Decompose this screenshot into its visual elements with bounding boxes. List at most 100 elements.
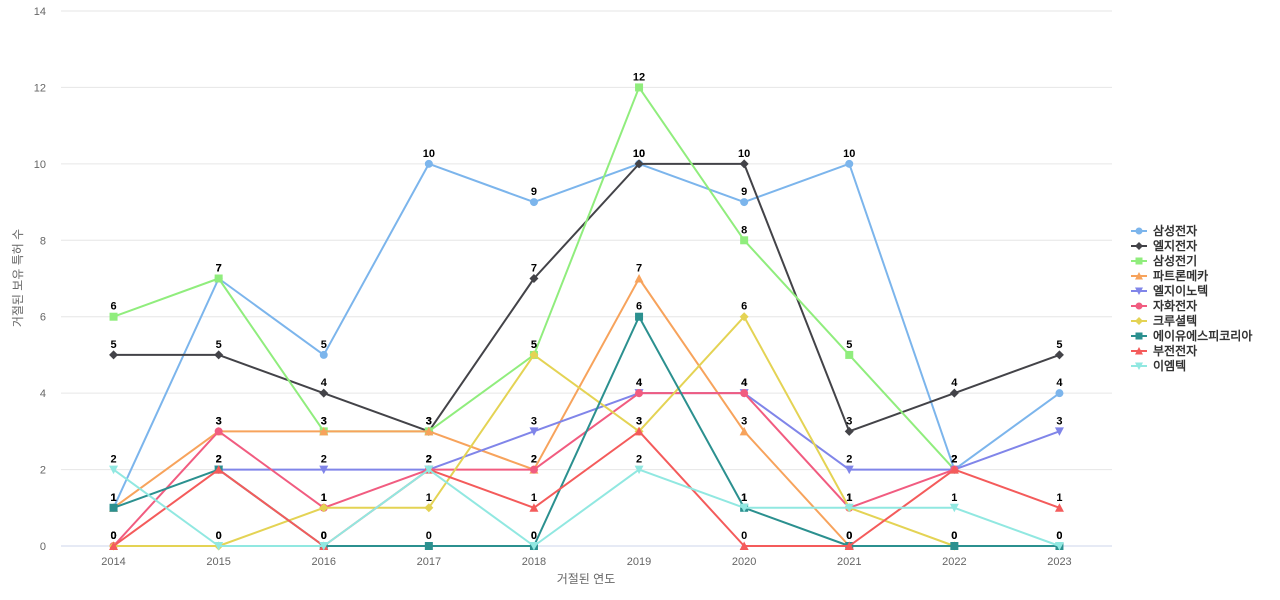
series-9-line: [112, 430, 1060, 547]
data-label: 10: [633, 148, 645, 160]
data-label: 0: [110, 530, 116, 542]
series-6-point: [214, 427, 223, 436]
series-5-point: [319, 465, 329, 475]
series-9-point: [739, 541, 749, 550]
series-6-point: [740, 389, 749, 398]
series-9-point: [214, 465, 224, 474]
series-1-point: [319, 350, 328, 359]
data-label: 2: [636, 454, 642, 466]
data-label: 3: [216, 415, 222, 427]
data-label: 1: [951, 492, 957, 504]
series-9-point: [529, 503, 539, 512]
legend-marker: [1135, 302, 1143, 310]
data-label: 3: [636, 415, 642, 427]
legend-item[interactable]: 자화전자: [1131, 298, 1197, 313]
data-label: 5: [1056, 339, 1062, 351]
series-3-point: [214, 274, 223, 283]
data-label: 0: [110, 530, 116, 542]
legend-label: 크루셜텍: [1153, 313, 1197, 328]
series-3-point: [740, 236, 749, 245]
series-2-point: [319, 388, 329, 398]
data-label: 0: [321, 530, 327, 542]
legend: 삼성전자엘지전자삼성전기파트론메카엘지이노텍자화전자크루셜텍에이유에스피코리아부…: [1131, 223, 1252, 373]
series-10-point: [529, 542, 539, 551]
data-label: 4: [636, 377, 643, 389]
y-tick-label: 12: [34, 82, 46, 94]
data-label: 0: [321, 530, 327, 542]
data-label: 7: [636, 263, 642, 275]
data-label: 3: [636, 415, 642, 427]
data-label: 12: [633, 71, 645, 83]
data-label: 2: [951, 454, 957, 466]
series-1-point: [424, 159, 433, 168]
data-label: 7: [216, 263, 222, 275]
legend-item[interactable]: 삼성전기: [1131, 253, 1197, 268]
data-label: 2: [531, 454, 537, 466]
series-9-point: [844, 541, 854, 550]
legend-marker: [1135, 362, 1143, 370]
legend-item[interactable]: 부전전자: [1131, 343, 1197, 358]
series-8-point: [950, 542, 959, 550]
data-label: 8: [741, 224, 747, 236]
series-10-line: [112, 468, 1060, 547]
series-1-point: [740, 198, 749, 207]
data-label: 2: [846, 454, 852, 466]
y-tick-label: 8: [40, 235, 46, 247]
legend-label: 부전전자: [1153, 343, 1197, 358]
data-label: 0: [741, 530, 747, 542]
data-label: 2: [951, 454, 957, 466]
series-1-point: [845, 159, 854, 168]
legend-item[interactable]: 이엠텍: [1131, 358, 1186, 373]
data-label: 5: [531, 339, 537, 351]
legend-marker: [1135, 317, 1143, 325]
legend-marker: [1135, 242, 1143, 250]
data-label: 0: [110, 530, 116, 542]
data-label: 0: [531, 530, 537, 542]
data-label: 2: [426, 454, 432, 466]
series-2-point: [214, 350, 224, 360]
x-axis-ticks: 2014 2015 2016 2017 2018 2019 2020 2021 2022 2023: [101, 556, 1071, 568]
x-tick-label: 2018: [522, 556, 546, 568]
series-8-point: [635, 312, 644, 321]
series-10-point: [634, 465, 644, 475]
legend-item[interactable]: 크루셜텍: [1131, 313, 1197, 328]
data-label: 3: [426, 415, 432, 427]
data-label: 1: [110, 492, 116, 504]
data-label: 1: [741, 492, 747, 504]
data-label: 4: [741, 377, 748, 389]
x-tick-label: 2023: [1047, 556, 1071, 568]
data-label: 3: [216, 415, 222, 427]
y-tick-label: 2: [40, 465, 46, 477]
series-lines: [109, 83, 1064, 551]
series-10-point: [739, 503, 749, 513]
legend-item[interactable]: 에이유에스피코리아: [1131, 328, 1252, 343]
x-tick-label: 2021: [837, 556, 861, 568]
data-label: 2: [951, 454, 957, 466]
data-label: 1: [110, 492, 116, 504]
data-label: 4: [636, 377, 643, 389]
data-label: 1: [321, 492, 327, 504]
series-2-point: [844, 426, 854, 436]
data-label: 0: [1056, 530, 1062, 542]
series-2-point: [634, 159, 644, 169]
legend-item[interactable]: 엘지전자: [1131, 238, 1197, 253]
legend-item[interactable]: 파트론메카: [1131, 268, 1208, 283]
series-5-point: [844, 465, 854, 475]
data-label: 1: [846, 492, 852, 504]
data-label: 5: [531, 339, 537, 351]
legend-label: 에이유에스피코리아: [1153, 328, 1252, 343]
series-10-point: [949, 503, 959, 513]
y-tick-label: 14: [34, 6, 46, 18]
data-label: 2: [426, 454, 432, 466]
data-label: 3: [846, 415, 852, 427]
legend-marker: [1135, 257, 1143, 265]
legend-item[interactable]: 엘지이노텍: [1131, 283, 1208, 298]
series-3-point: [845, 350, 854, 359]
series-3-point: [635, 83, 644, 92]
data-label: 0: [1056, 530, 1062, 542]
x-axis-title: 거절된 연도: [557, 572, 616, 586]
data-label: 9: [531, 186, 537, 198]
data-label: 1: [741, 492, 747, 504]
legend-item[interactable]: 삼성전자: [1131, 223, 1197, 238]
